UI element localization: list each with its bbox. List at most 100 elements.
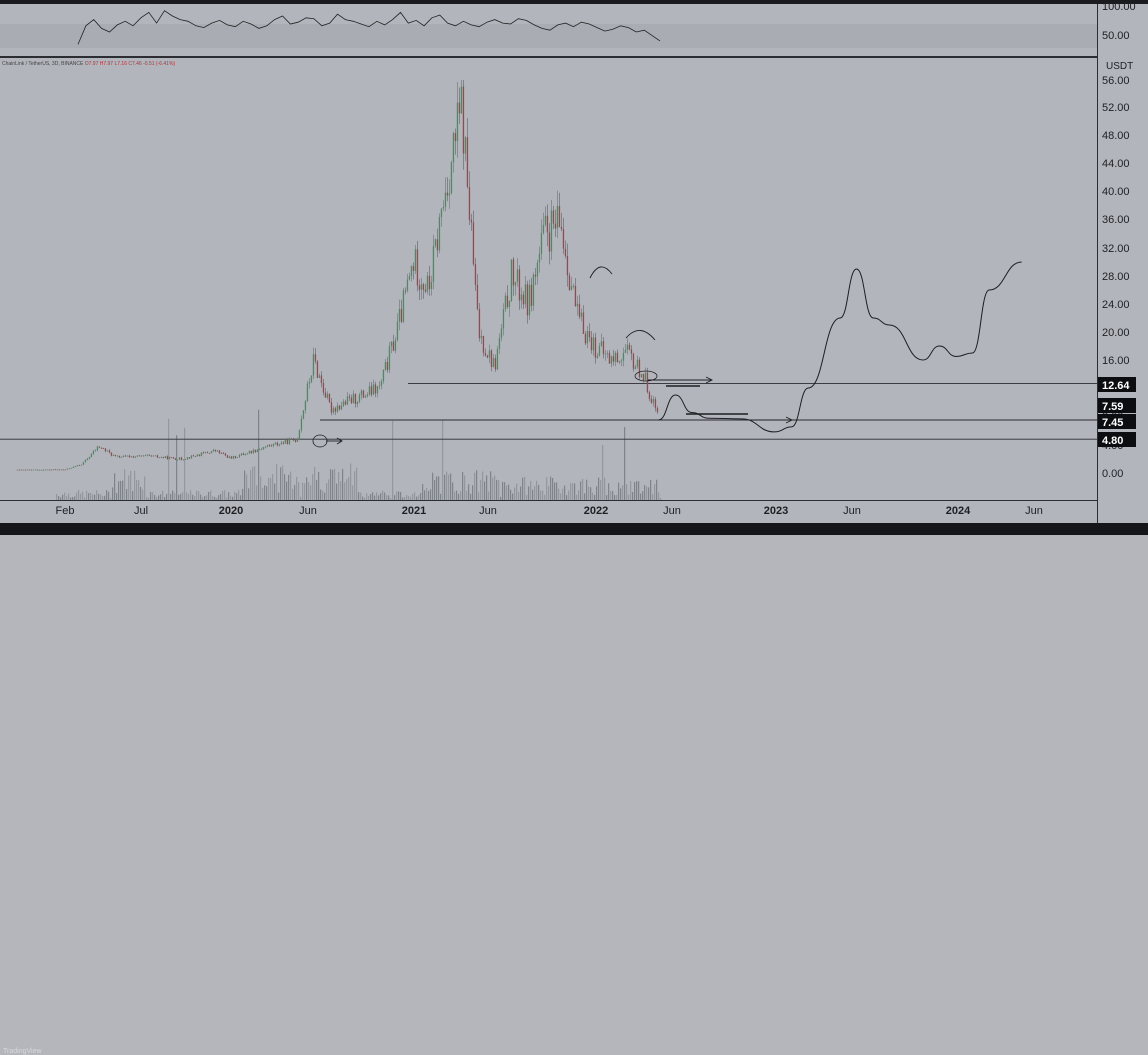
volume-bar xyxy=(368,495,370,500)
candle-body xyxy=(304,400,307,411)
volume-bar xyxy=(378,495,380,500)
pane-separator[interactable] xyxy=(0,56,1097,58)
arrow-head xyxy=(336,437,343,445)
candle-body xyxy=(82,462,85,465)
volume-bar xyxy=(346,479,348,500)
volume-bar xyxy=(608,483,610,500)
candle-body xyxy=(118,455,121,458)
candle-body xyxy=(606,352,609,354)
candle-body xyxy=(500,328,503,338)
volume-bar xyxy=(584,493,586,500)
candle-body xyxy=(44,469,47,471)
candle-body xyxy=(398,309,401,322)
volume-bar xyxy=(406,494,408,500)
candle-body xyxy=(182,459,185,461)
volume-bar xyxy=(234,491,236,500)
volume-bar xyxy=(212,496,214,500)
candle-body xyxy=(498,337,501,349)
volume-bar xyxy=(478,492,480,500)
candle-body xyxy=(360,390,363,395)
price-tag: 4.80 xyxy=(1098,432,1136,447)
volume-bar xyxy=(528,486,530,500)
candle-body xyxy=(214,449,217,452)
candle-body xyxy=(74,466,77,468)
candle-body xyxy=(374,384,377,394)
volume-bar xyxy=(556,482,558,500)
candle-body xyxy=(552,210,555,224)
candle-body xyxy=(586,331,589,344)
volume-bar xyxy=(222,490,224,500)
volume-bar xyxy=(288,474,290,500)
candle-body xyxy=(88,457,91,459)
volume-bar xyxy=(280,467,282,500)
candle-body xyxy=(316,361,319,378)
volume-bar xyxy=(504,482,506,500)
time-tick-label: Jun xyxy=(479,505,497,517)
candle-body xyxy=(78,465,81,466)
price-tag-label: 12.64 xyxy=(1102,380,1130,392)
volume-bar xyxy=(520,486,522,500)
candle-body xyxy=(174,458,177,460)
candle-body xyxy=(242,453,245,455)
time-axis[interactable]: Feb Jul 2020 Jun 2021 Jun 2022 Jun 2023 Jun 2024 Ju… xyxy=(56,505,1043,517)
chart-canvas[interactable]: 100.00 50.00 56.00 52.00 48.00 44.00 40.00 36.… xyxy=(0,0,1148,535)
candle-body xyxy=(630,349,633,354)
volume-bar xyxy=(210,490,212,500)
candle-body xyxy=(262,447,265,450)
candle-body xyxy=(486,355,489,358)
volume-bar xyxy=(344,482,346,500)
volume-bar xyxy=(290,471,292,500)
volume-bar xyxy=(660,497,662,500)
volume-bar xyxy=(204,495,206,500)
candle-body xyxy=(42,469,45,471)
volume-bar xyxy=(408,495,410,500)
candle-body xyxy=(632,353,635,369)
candle-body xyxy=(382,369,385,382)
candle-body xyxy=(250,451,253,453)
volume-bar xyxy=(126,489,128,500)
candle-body xyxy=(122,455,125,457)
candle-body xyxy=(452,133,455,163)
volume-bar xyxy=(540,490,542,500)
candle-body xyxy=(564,248,567,257)
candle-body xyxy=(268,445,271,447)
candle-body xyxy=(266,445,269,447)
candle-body xyxy=(550,210,553,252)
volume-bar xyxy=(178,494,180,500)
candle-body xyxy=(524,284,527,305)
price-tag: 7.59 xyxy=(1098,398,1136,413)
candle-body xyxy=(162,456,165,458)
volume-bar xyxy=(272,474,274,500)
price-labels: 12.64 7.59 7.45 4.80 xyxy=(1098,377,1136,447)
volume-bar xyxy=(638,481,640,500)
candle-body xyxy=(320,375,323,384)
candle-body xyxy=(170,457,173,458)
volume-bar xyxy=(66,496,68,500)
volume-bar xyxy=(422,484,424,500)
candle-body xyxy=(426,275,429,292)
volume-bar xyxy=(480,479,482,500)
candle-body xyxy=(264,446,267,448)
volume-bar xyxy=(114,473,116,500)
candle-body xyxy=(394,340,397,351)
candle-body xyxy=(16,469,19,471)
volume-bar xyxy=(442,419,444,500)
candle-body xyxy=(518,269,521,301)
candle-body xyxy=(644,372,647,381)
candle-body xyxy=(66,468,69,470)
candle-body xyxy=(146,454,149,456)
volume-bar xyxy=(226,497,228,500)
volume-bar xyxy=(340,481,342,500)
volume-bar xyxy=(592,492,594,500)
symbol-legend[interactable]: ChainLink / TetherUS, 3D, BINANCE O7.97 … xyxy=(2,61,175,67)
volume-bar xyxy=(476,470,478,500)
candle-body xyxy=(64,469,67,471)
volume-bar xyxy=(624,426,626,500)
candle-body xyxy=(562,228,565,249)
candle-body xyxy=(164,456,167,458)
candle-body xyxy=(558,206,561,227)
candle-body xyxy=(556,206,559,229)
volume-bar xyxy=(386,495,388,500)
volume-bar xyxy=(596,486,598,500)
volume-bar xyxy=(330,469,332,500)
